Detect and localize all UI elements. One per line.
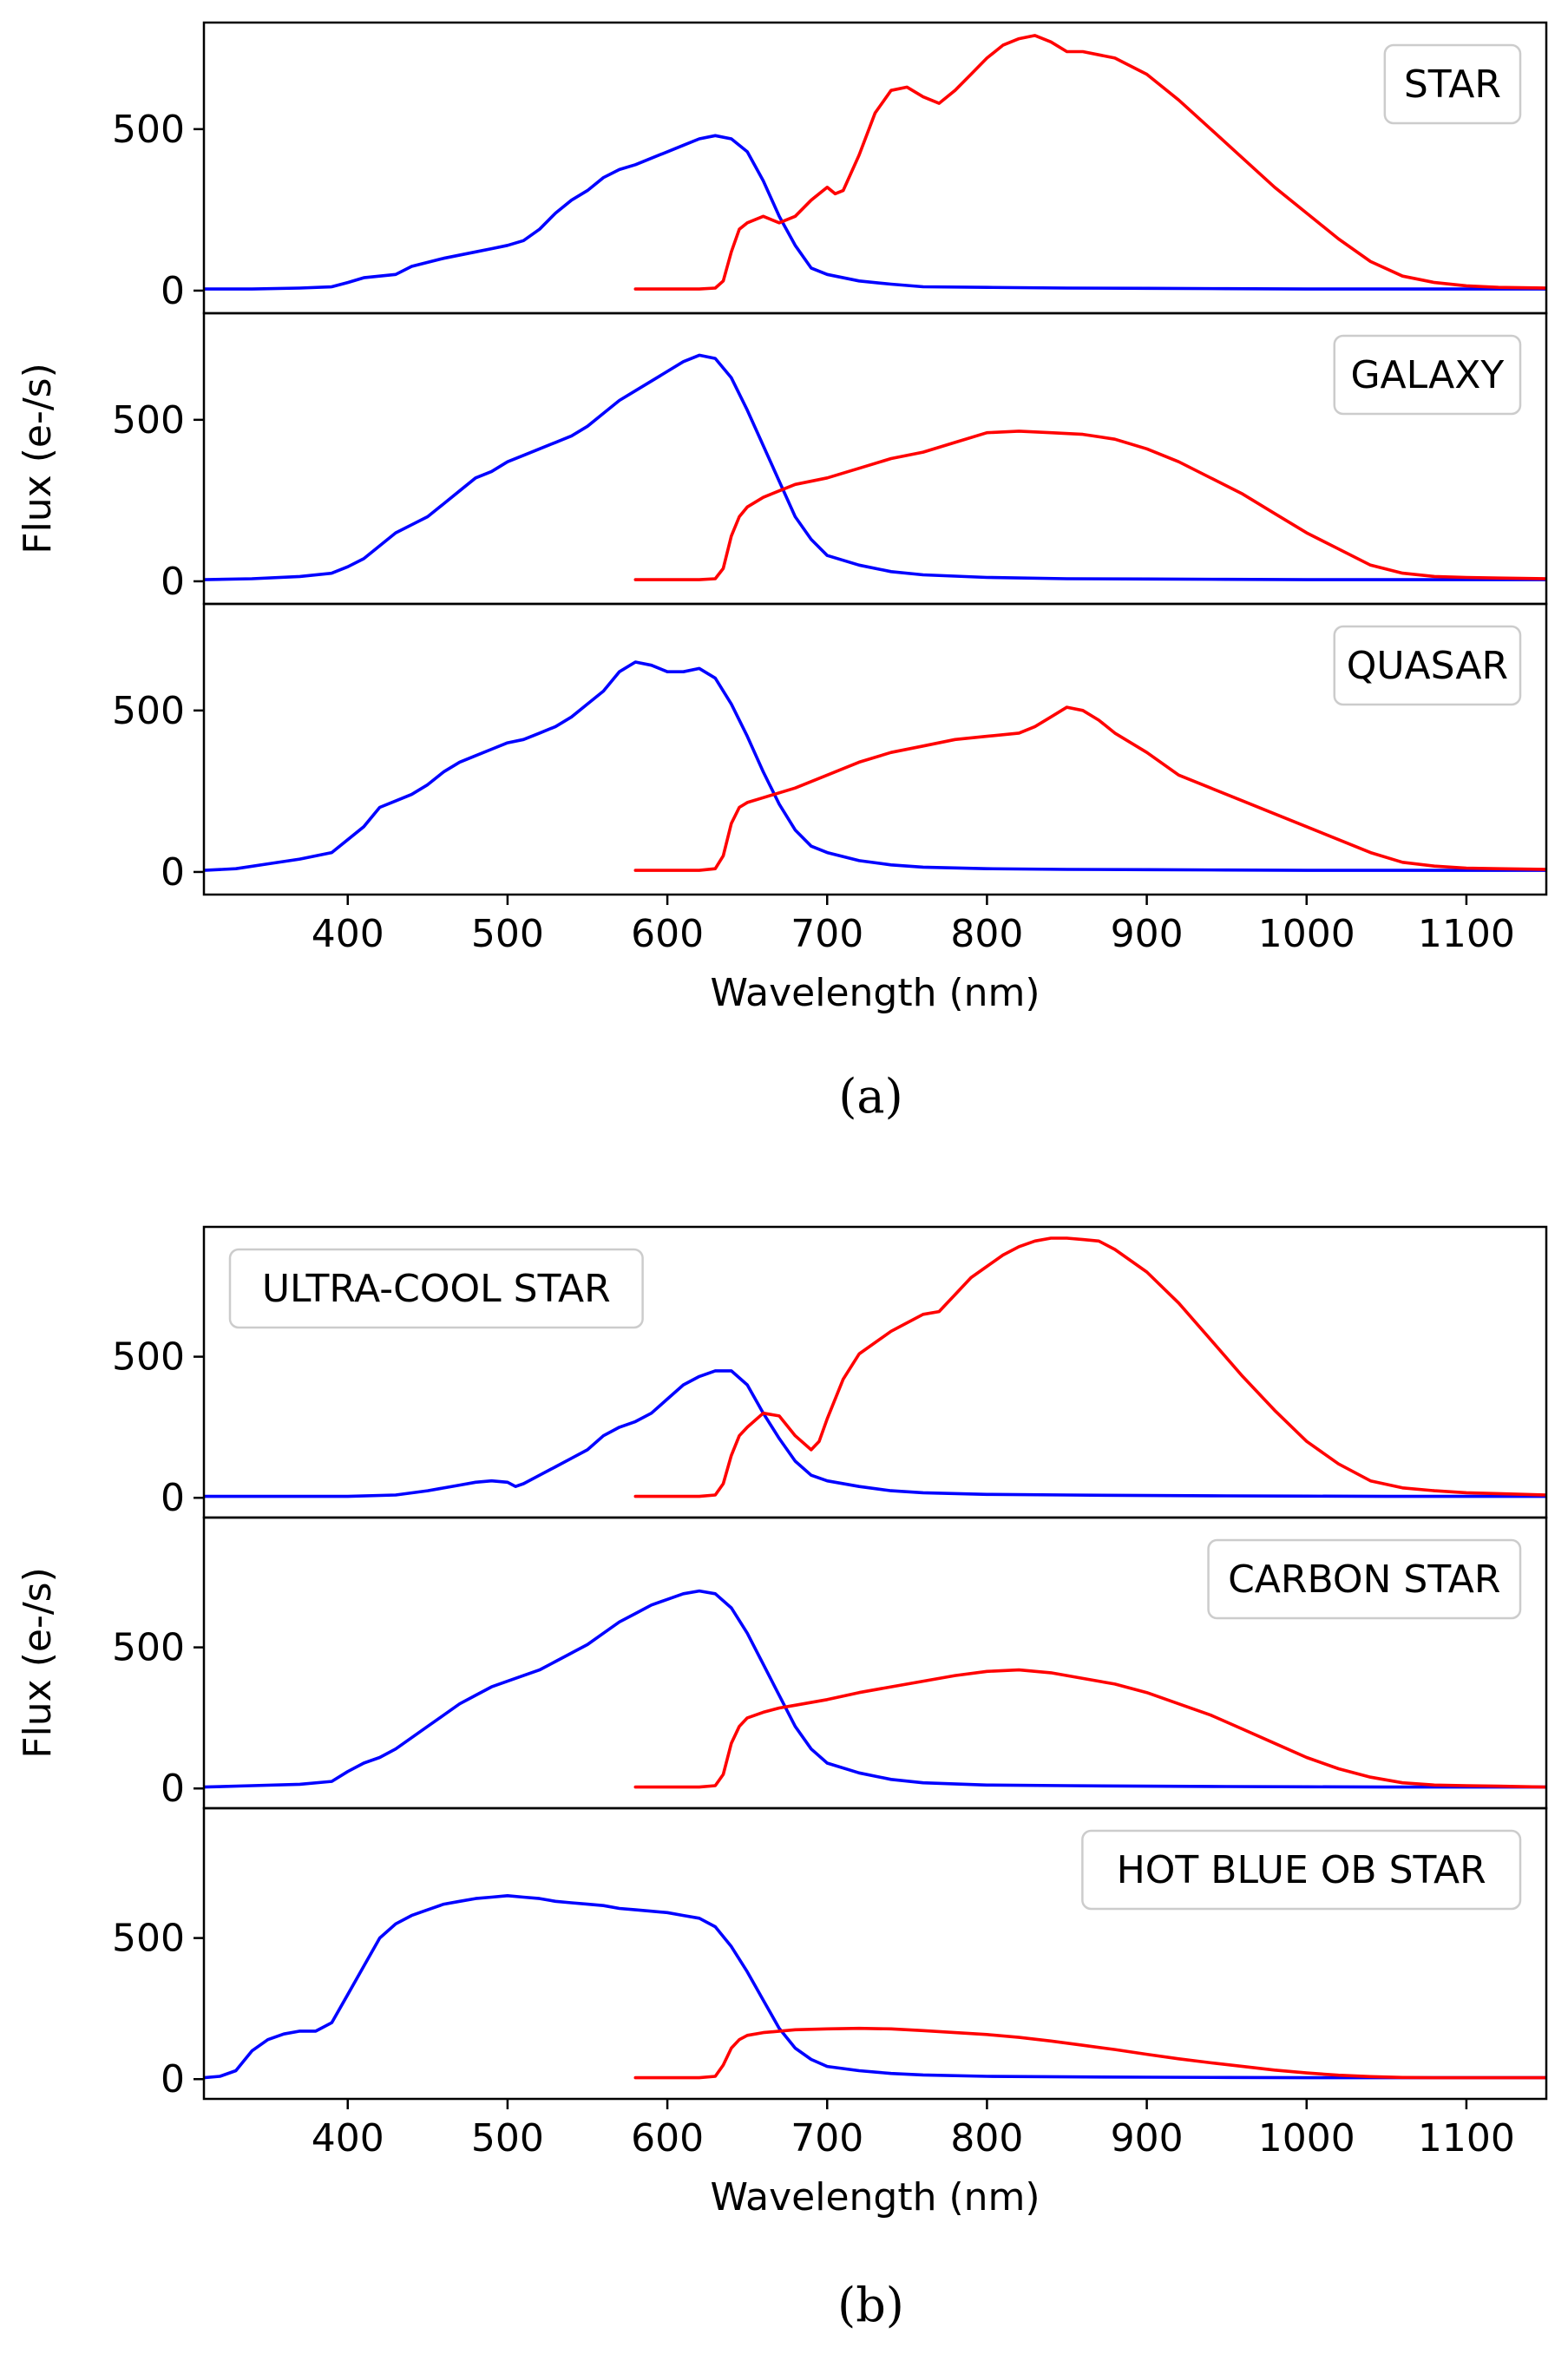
y-tick-label: 0	[161, 1476, 185, 1520]
panel-ultra-cool-star: 0 500 ULTRA-COOL STAR	[112, 1225, 1548, 1520]
panel-frame	[202, 1806, 1548, 2101]
x-tick-label: 800	[950, 2116, 1023, 2160]
legend-label: QUASAR	[1347, 644, 1508, 688]
figure-b: 0 500 ULTRA-COOL STAR 0 500 CARBON STAR 0 500 HO…	[16, 1225, 1548, 2332]
blue-spectrum-line	[204, 353, 1546, 581]
y-tick-label: 0	[161, 2057, 185, 2101]
y-tick-label: 500	[112, 108, 185, 152]
legend-box	[1081, 1829, 1522, 1911]
x-tick-label: 500	[471, 2116, 544, 2160]
x-tick-label: 1100	[1418, 2116, 1515, 2160]
blue-spectrum-line	[204, 1369, 1546, 1498]
y-tick-label: 500	[112, 398, 185, 443]
y-tick-label: 500	[112, 1335, 185, 1380]
y-tick-label: 500	[112, 689, 185, 733]
legend-label: ULTRA-COOL STAR	[262, 1267, 611, 1311]
panel-galaxy: 0 500 GALAXY	[112, 311, 1548, 606]
blue-spectrum-line	[204, 1589, 1546, 1789]
y-tick-label: 0	[161, 560, 185, 604]
x-tick-label: 900	[1111, 912, 1184, 956]
legend-box	[1383, 43, 1522, 125]
red-spectrum-line	[633, 34, 1546, 291]
legend-label: CARBON STAR	[1228, 1557, 1500, 1602]
legend-label: GALAXY	[1350, 353, 1504, 397]
x-axis-label: Wavelength (nm)	[710, 971, 1040, 1015]
red-spectrum-line	[633, 1236, 1546, 1498]
x-tick-label: 1100	[1418, 912, 1515, 956]
legend-label: STAR	[1404, 62, 1501, 107]
blue-spectrum-line	[204, 1894, 1546, 2080]
x-tick-label: 700	[791, 2116, 863, 2160]
red-spectrum-line	[633, 2026, 1546, 2080]
y-axis-label: Flux (e-/s)	[16, 363, 60, 554]
figure-a: 0 500 STAR 0 500 GALAXY 0 500 QUASAR 400 500 600 700…	[16, 21, 1548, 1124]
x-tick-label: 600	[631, 912, 704, 956]
x-tick-label: 400	[312, 2116, 384, 2160]
legend-box	[1333, 334, 1522, 416]
panel-carbon-star: 0 500 CARBON STAR	[112, 1516, 1548, 1811]
y-tick-label: 500	[112, 1626, 185, 1670]
red-spectrum-line	[633, 429, 1546, 581]
y-tick-label: 0	[161, 269, 185, 313]
y-tick-label: 0	[161, 1767, 185, 1811]
x-tick-label: 400	[312, 912, 384, 956]
x-tick-label: 800	[950, 912, 1023, 956]
x-tick-label: 600	[631, 2116, 704, 2160]
panel-frame	[202, 602, 1548, 896]
legend-box	[228, 1248, 644, 1329]
y-tick-label: 500	[112, 1917, 185, 1961]
x-tick-label: 500	[471, 912, 544, 956]
panel-quasar: 0 500 QUASAR	[112, 602, 1548, 896]
red-spectrum-line	[633, 705, 1546, 872]
y-axis-label: Flux (e-/s)	[16, 1567, 60, 1758]
x-tick-label: 1000	[1258, 2116, 1355, 2160]
figure-caption: (b)	[837, 2278, 904, 2332]
x-tick-label: 700	[791, 912, 863, 956]
blue-spectrum-line	[204, 660, 1546, 872]
x-tick-label: 900	[1111, 2116, 1184, 2160]
x-tick-label: 1000	[1258, 912, 1355, 956]
blue-spectrum-line	[204, 134, 1546, 291]
legend-box	[1207, 1538, 1522, 1620]
red-spectrum-line	[633, 1668, 1546, 1789]
y-tick-label: 0	[161, 850, 185, 895]
legend-label: HOT BLUE OB STAR	[1117, 1848, 1486, 1892]
figure-caption: (a)	[838, 1069, 902, 1124]
legend-box	[1333, 625, 1522, 706]
panel-hot-blue-ob-star: 0 500 HOT BLUE OB STAR	[112, 1806, 1548, 2101]
x-axis-label: Wavelength (nm)	[710, 2175, 1040, 2219]
panel-star: 0 500 STAR	[112, 21, 1548, 315]
